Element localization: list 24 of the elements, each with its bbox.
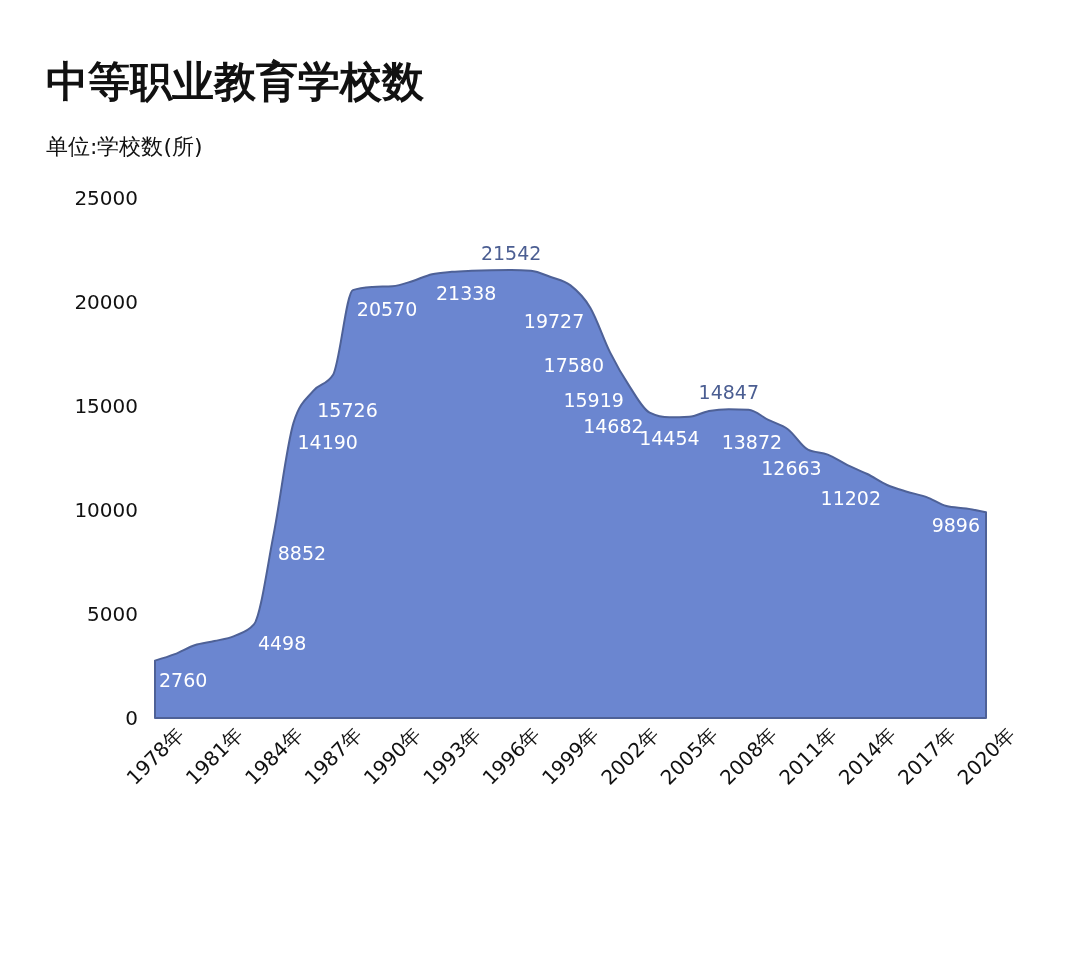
data-label: 13872 (721, 431, 783, 454)
data-label: 17580 (543, 354, 605, 377)
data-label: 2760 (159, 668, 208, 691)
data-label: 11202 (820, 487, 882, 509)
y-tick-label: 10000 (74, 498, 138, 522)
data-label: 20570 (356, 298, 418, 321)
data-label: 8852 (277, 541, 327, 564)
y-tick-label: 25000 (74, 186, 138, 210)
y-tick-label: 15000 (74, 394, 138, 418)
data-label: 12663 (761, 456, 822, 479)
data-label: 9896 (931, 514, 980, 537)
data-label: 21338 (436, 282, 497, 305)
y-tick-label: 5000 (87, 602, 138, 626)
chart-title: 中等职业教育学校数 (46, 57, 425, 106)
data-label: 21542 (480, 241, 542, 264)
data-label: 15919 (563, 388, 624, 411)
data-label: 15726 (317, 398, 378, 421)
y-tick-label: 0 (125, 706, 138, 730)
data-label: 14847 (698, 381, 760, 404)
data-label: 14190 (297, 430, 358, 453)
data-label: 4498 (257, 632, 307, 655)
data-label: 19727 (523, 309, 585, 332)
chart-subtitle: 单位:学校数(所) (46, 134, 203, 159)
y-tick-label: 20000 (74, 290, 138, 314)
